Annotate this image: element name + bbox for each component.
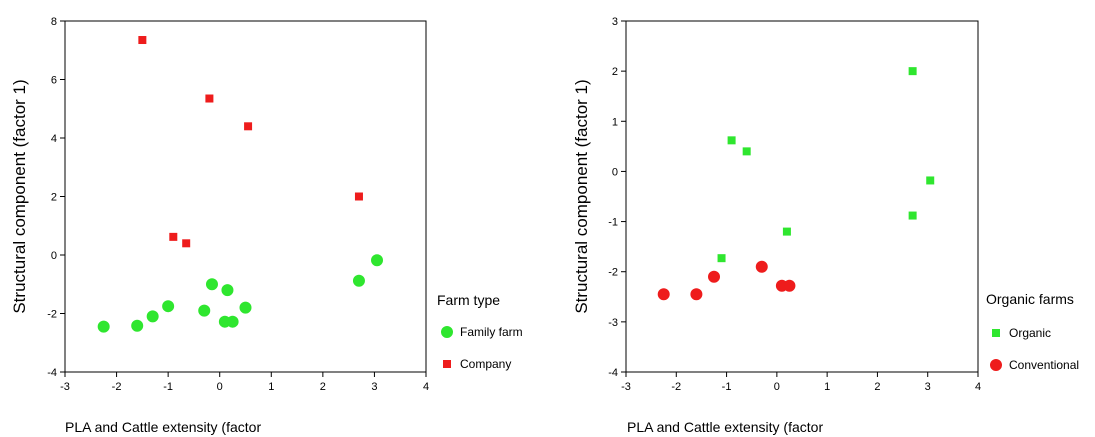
company-point	[354, 192, 363, 201]
company-point	[169, 232, 178, 241]
company-point	[244, 122, 253, 131]
family-farm-point	[131, 319, 144, 332]
legend-label: Organic	[1009, 326, 1051, 340]
y-tick-label: -2	[608, 267, 618, 279]
family-farm-point	[162, 300, 175, 313]
chart-farm-type: -3 -2 -1 0 1 2 3 4 -4 -2 0 2 4 6 8 Structural componen…	[10, 16, 523, 435]
legend-title: Organic farms	[986, 291, 1074, 307]
organic-point	[717, 254, 726, 263]
y-axis-label: Structural component (factor 1)	[10, 79, 29, 313]
organic-point	[727, 136, 736, 145]
conventional-point	[708, 270, 720, 283]
x-tick-label: 4	[423, 381, 429, 393]
x-axis-label: PLA and Cattle extensity (factor	[65, 419, 261, 435]
conventional-point	[783, 279, 796, 292]
axis-ticks: -3 -2 -1 0 1 2 3 4 -4 -2 0 2 4 6 8	[47, 16, 429, 393]
organic-point	[908, 67, 917, 76]
x-tick-label: -1	[163, 381, 173, 393]
x-tick-label: 1	[268, 381, 274, 393]
family-farm-point	[371, 254, 384, 267]
y-axis-label: Structural component (factor 1)	[572, 79, 591, 313]
family-farm-point	[97, 320, 110, 333]
legend-conventional-marker	[990, 359, 1002, 371]
company-point	[205, 94, 214, 103]
plot-frame	[625, 20, 979, 373]
legend-entries: Family farm Company	[441, 325, 523, 371]
y-tick-label: -4	[47, 367, 57, 379]
y-tick-label: 4	[51, 133, 57, 145]
x-tick-label: -2	[112, 381, 122, 393]
y-tick-label: 0	[612, 166, 618, 178]
x-tick-label: 3	[925, 381, 931, 393]
plot-area	[625, 20, 979, 373]
family-farm-point	[198, 304, 211, 317]
plot-area	[64, 20, 427, 373]
organic-point	[782, 227, 791, 236]
y-tick-label: 2	[612, 66, 618, 78]
x-tick-label: 1	[824, 381, 830, 393]
legend-label: Conventional	[1009, 358, 1079, 372]
x-tick-label: 0	[774, 381, 780, 393]
legend-label: Company	[460, 357, 511, 371]
family-farm-point	[205, 278, 218, 291]
legend-entries: Organic Conventional	[990, 326, 1079, 372]
data-points	[97, 36, 384, 333]
legend: Farm type Family farm Company	[437, 292, 523, 371]
y-tick-label: -2	[47, 309, 57, 321]
y-tick-label: 0	[51, 250, 57, 262]
x-tick-label: -1	[722, 381, 732, 393]
x-tick-label: 3	[371, 381, 377, 393]
x-tick-label: -3	[621, 381, 631, 393]
y-tick-label: -1	[608, 217, 618, 229]
x-axis-label: PLA and Cattle extensity (factor	[627, 419, 823, 435]
legend-organic-marker	[992, 329, 1000, 337]
x-tick-label: 2	[874, 381, 880, 393]
y-tick-label: 6	[51, 75, 57, 87]
x-tick-label: -3	[60, 381, 70, 393]
y-tick-label: 2	[51, 192, 57, 204]
organic-point	[926, 176, 935, 185]
y-tick-label: 8	[51, 16, 57, 28]
conventional-point	[690, 288, 703, 301]
legend-title: Farm type	[437, 292, 500, 308]
legend-family-farm-marker	[441, 326, 453, 338]
legend-company-marker	[443, 360, 451, 368]
conventional-point	[755, 260, 768, 273]
organic-point	[908, 211, 917, 220]
organic-point	[742, 147, 751, 156]
data-points	[657, 67, 935, 301]
x-tick-label: 0	[217, 381, 223, 393]
plot-frame	[64, 20, 427, 373]
conventional-point	[657, 288, 670, 301]
x-tick-label: -2	[671, 381, 681, 393]
y-tick-label: -4	[608, 367, 618, 379]
y-tick-label: 1	[612, 116, 618, 128]
family-farm-point	[221, 284, 234, 297]
family-farm-point	[226, 315, 239, 328]
y-tick-label: 3	[612, 16, 618, 28]
x-tick-label: 2	[320, 381, 326, 393]
family-farm-point	[239, 301, 252, 314]
family-farm-point	[352, 274, 365, 287]
legend: Organic farms Organic Conventional	[986, 291, 1079, 372]
company-point	[182, 239, 191, 248]
company-point	[138, 36, 147, 45]
y-tick-label: -3	[608, 317, 618, 329]
legend-label: Family farm	[460, 325, 523, 339]
family-farm-point	[146, 310, 159, 323]
x-tick-label: 4	[975, 381, 981, 393]
